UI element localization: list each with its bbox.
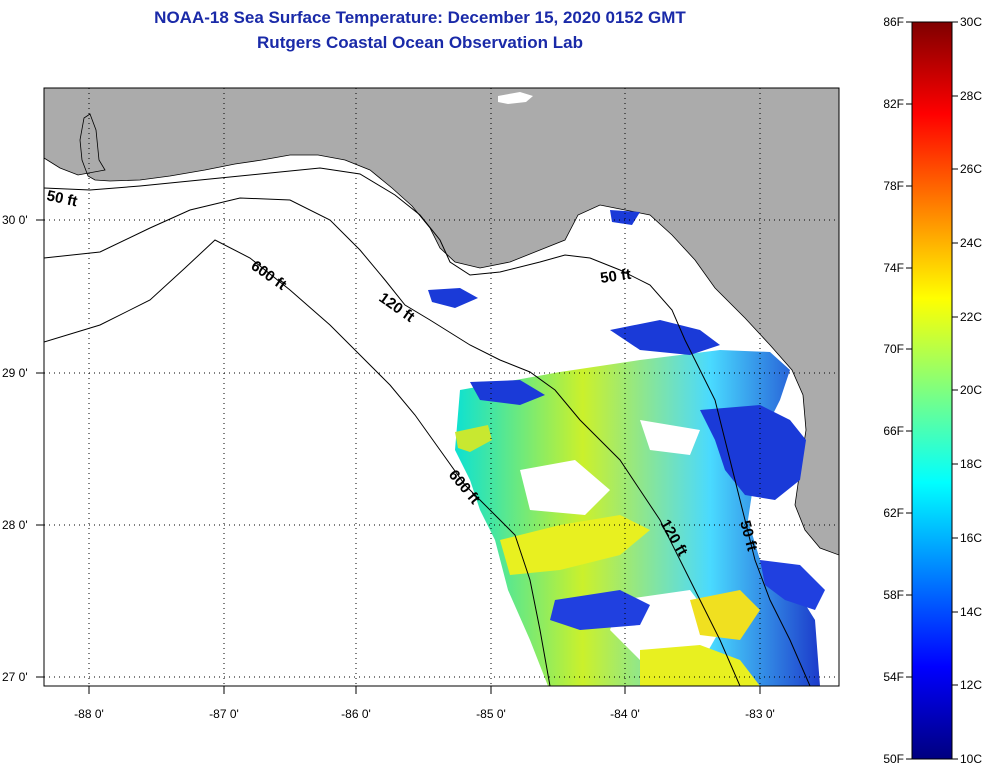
colorbar-ticks bbox=[906, 21, 958, 760]
lon-tick-label: -84 0' bbox=[610, 707, 640, 721]
map-subtitle: Rutgers Coastal Ocean Observation Lab bbox=[257, 33, 583, 52]
lat-tick-label: 28 0' bbox=[2, 518, 28, 532]
colorbar-f-label: 62F bbox=[883, 506, 904, 520]
colorbar-scale bbox=[911, 21, 953, 760]
colorbar-c-label: 22C bbox=[960, 310, 982, 324]
contour-120ft bbox=[44, 197, 741, 686]
contour-50ft bbox=[44, 167, 811, 686]
colorbar-f-label: 74F bbox=[883, 261, 904, 275]
contour-label-50ft-east: 50 ft bbox=[599, 266, 632, 287]
colorbar-f-label: 54F bbox=[883, 670, 904, 684]
lat-tick-label: 30 0' bbox=[2, 213, 28, 227]
colorbar-c-label: 18C bbox=[960, 457, 982, 471]
colorbar-f-label: 66F bbox=[883, 424, 904, 438]
lon-tick-label: -88 0' bbox=[74, 707, 104, 721]
colorbar-c-label: 28C bbox=[960, 89, 982, 103]
colorbar-c-label: 16C bbox=[960, 531, 982, 545]
lon-tick-label: -87 0' bbox=[209, 707, 239, 721]
colorbar-f-label: 78F bbox=[883, 179, 904, 193]
colorbar-c-label: 26C bbox=[960, 162, 982, 176]
lat-tick-label: 27 0' bbox=[2, 670, 28, 684]
temperature-colorbar: 86F 82F 78F 74F 70F 66F 62F 58F 54F 50F … bbox=[883, 15, 982, 766]
colorbar-f-label: 58F bbox=[883, 588, 904, 602]
island bbox=[498, 92, 533, 104]
map-frame bbox=[43, 87, 840, 687]
contour-600ft bbox=[44, 239, 551, 686]
lon-tick-label: -86 0' bbox=[341, 707, 371, 721]
lat-tick-label: 29 0' bbox=[2, 366, 28, 380]
colorbar-f-label: 70F bbox=[883, 342, 904, 356]
contour-label-50ft-west: 50 ft bbox=[45, 187, 79, 210]
frame-ticks bbox=[36, 219, 761, 694]
colorbar-f-label: 82F bbox=[883, 97, 904, 111]
colorbar-c-label: 30C bbox=[960, 15, 982, 29]
colorbar-c-label: 24C bbox=[960, 236, 982, 250]
colorbar-c-label: 20C bbox=[960, 383, 982, 397]
colorbar-f-label: 50F bbox=[883, 752, 904, 766]
map-area: 50 ft 50 ft 50 ft 120 ft 120 ft 600 ft 6… bbox=[44, 88, 839, 686]
colorbar-f-label: 86F bbox=[883, 15, 904, 29]
colorbar-c-label: 10C bbox=[960, 752, 982, 766]
sst-swath bbox=[428, 210, 825, 686]
lon-tick-label: -85 0' bbox=[476, 707, 506, 721]
map-title: NOAA-18 Sea Surface Temperature: Decembe… bbox=[154, 8, 686, 27]
colorbar-c-label: 14C bbox=[960, 605, 982, 619]
colorbar-c-label: 12C bbox=[960, 678, 982, 692]
bathymetry-contours bbox=[44, 167, 811, 686]
lon-tick-label: -83 0' bbox=[745, 707, 775, 721]
